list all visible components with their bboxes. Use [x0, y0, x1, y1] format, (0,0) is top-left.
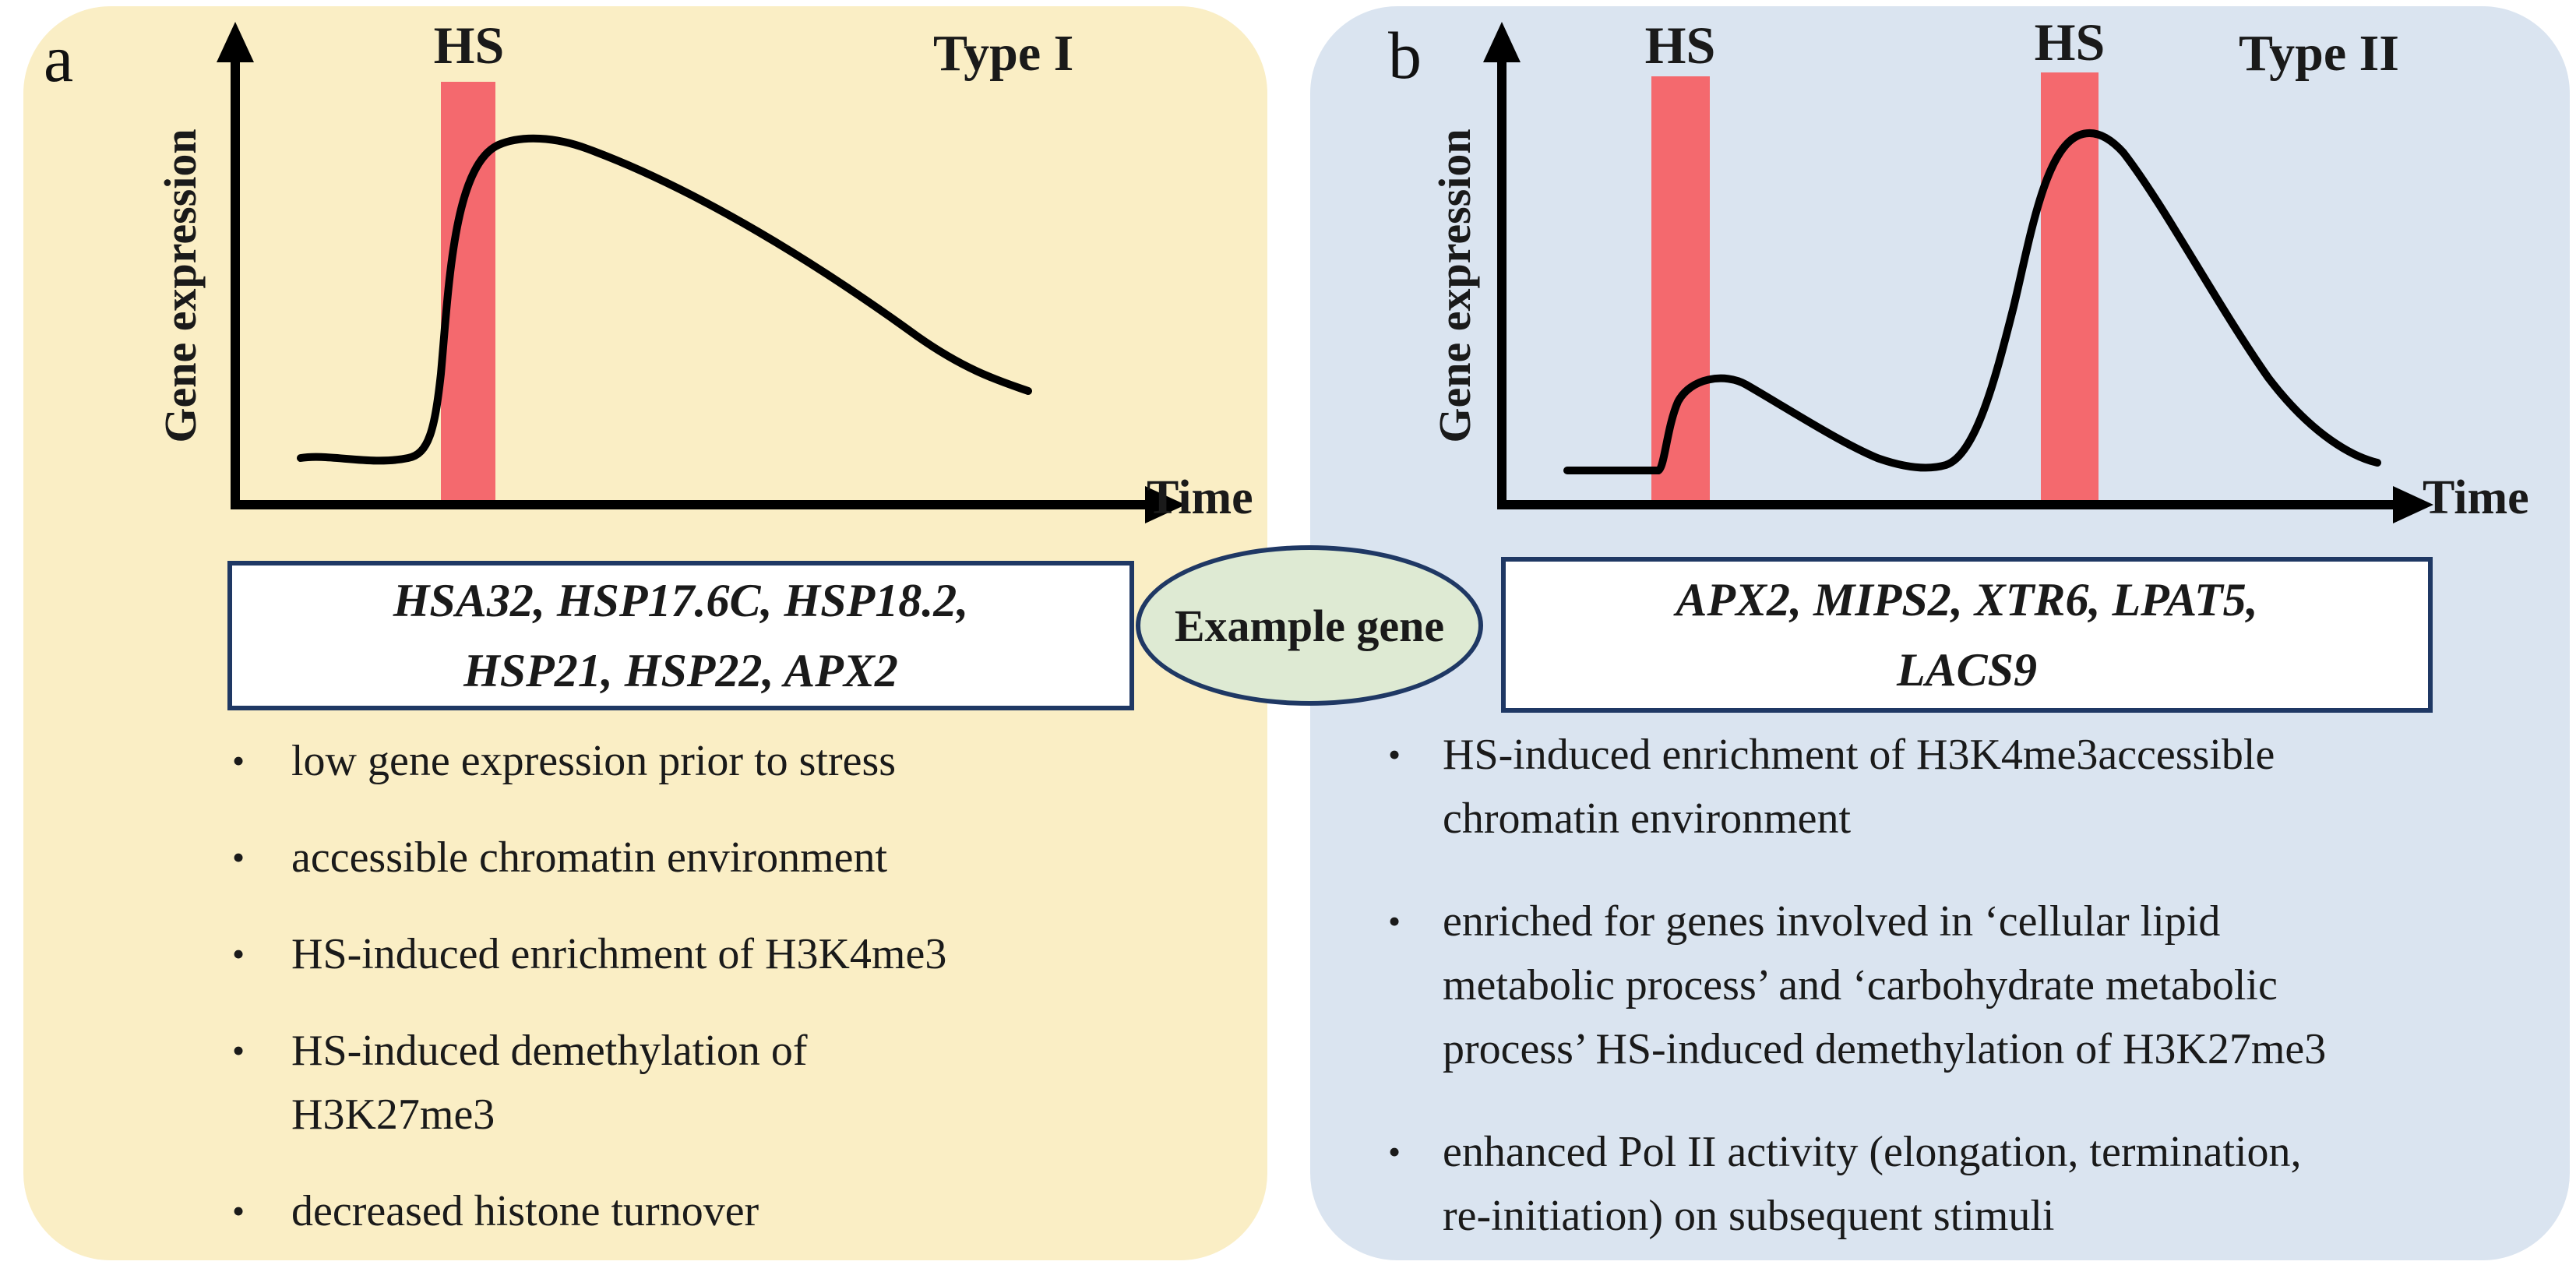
list-item: • accessible chromatin environment	[232, 826, 1182, 890]
bullet-text: H3K27me3	[291, 1090, 495, 1139]
bullet-icon: •	[232, 741, 245, 780]
list-item: • enriched for genes involved in ‘cellul…	[1388, 890, 2533, 1081]
y-axis-arrow-icon	[1483, 22, 1521, 62]
expression-plot-a	[217, 22, 1186, 523]
gene-list-line: APX2, MIPS2, XTR6, LPAT5,	[1676, 574, 2258, 625]
axes	[1497, 45, 2401, 509]
hs-pulse-label: HS	[2034, 12, 2106, 72]
bullet-text: enhanced Pol II activity (elongation, te…	[1443, 1128, 2302, 1176]
bullet-text: re-initiation) on subsequent stimuli	[1443, 1192, 2055, 1240]
expression-curve	[297, 134, 1032, 465]
example-genes-box: HSA32, HSP17.6C, HSP18.2, HSP21, HSP22, …	[227, 561, 1134, 710]
panel-b-label: b	[1388, 18, 1422, 93]
bullet-text: process’ HS-induced demethylation of H3K…	[1443, 1025, 2327, 1073]
list-item: • HS-induced enrichment of H3K4me3access…	[1388, 723, 2533, 851]
bullet-text: HS-induced enrichment of H3K4me3accessib…	[1443, 731, 2275, 779]
bullet-icon: •	[1388, 901, 1401, 941]
axes	[231, 45, 1153, 509]
x-axis-arrow-icon	[2393, 486, 2433, 523]
panel-a: a HS Type I Gene expression Time HSA32, …	[23, 6, 1267, 1260]
bullet-icon: •	[232, 934, 245, 974]
x-axis-label: Time	[1147, 471, 1253, 524]
list-item: • HS-induced enrichment of H3K4me3	[232, 922, 1182, 986]
x-axis-arrow-icon	[1145, 486, 1186, 523]
y-axis-label: Gene expression	[1429, 129, 1480, 443]
example-gene-ellipse: Example gene	[1136, 545, 1483, 706]
expression-curve	[1563, 129, 2381, 474]
bullet-icon: •	[1388, 1132, 1401, 1172]
bullet-text: HS-induced enrichment of H3K4me3	[291, 930, 947, 978]
hs-pulse-label: HS	[433, 16, 505, 75]
bullet-text: chromatin environment	[1443, 795, 1852, 843]
bullet-icon: •	[232, 837, 245, 877]
bullet-text: low gene expression prior to stress	[291, 737, 897, 785]
hs-bar	[1651, 76, 1710, 502]
list-item: • HS-induced demethylation of H3K27me3	[232, 1019, 1182, 1147]
gene-list-line: HSP21, HSP22, APX2	[463, 645, 898, 696]
gene-list-line: LACS9	[1896, 644, 2038, 696]
x-axis-label: Time	[2423, 471, 2529, 524]
bullet-text: enriched for genes involved in ‘cellular…	[1443, 897, 2221, 946]
expression-plot-b	[1483, 22, 2433, 523]
panel-a-label: a	[44, 21, 74, 96]
panel-b: b HS HS Type II Gene expression Time APX…	[1310, 6, 2570, 1260]
feature-list-b: • HS-induced enrichment of H3K4me3access…	[1388, 723, 2533, 1248]
list-item: • decreased histone turnover	[232, 1179, 1182, 1243]
feature-list-a: • low gene expression prior to stress • …	[232, 729, 1182, 1243]
list-item: • enhanced Pol II activity (elongation, …	[1388, 1120, 2533, 1248]
y-axis-label: Gene expression	[155, 129, 206, 443]
bullet-text: accessible chromatin environment	[291, 833, 888, 882]
bullet-text: metabolic process’ and ‘carbohydrate met…	[1443, 961, 2278, 1009]
type-i-label: Type I	[933, 25, 1074, 82]
y-axis-arrow-icon	[217, 22, 254, 62]
bullet-icon: •	[232, 1031, 245, 1070]
list-item: • low gene expression prior to stress	[232, 729, 1182, 793]
example-gene-label: Example gene	[1174, 600, 1445, 651]
bullet-icon: •	[232, 1191, 245, 1231]
gene-list-line: HSA32, HSP17.6C, HSP18.2,	[393, 575, 969, 626]
bullet-text: decreased histone turnover	[291, 1187, 759, 1235]
type-ii-label: Type II	[2239, 25, 2399, 82]
bullet-icon: •	[1388, 735, 1401, 774]
bullet-text: HS-induced demethylation of	[291, 1027, 808, 1075]
hs-pulse-label: HS	[1644, 16, 1716, 75]
example-genes-box: APX2, MIPS2, XTR6, LPAT5, LACS9	[1501, 557, 2433, 713]
